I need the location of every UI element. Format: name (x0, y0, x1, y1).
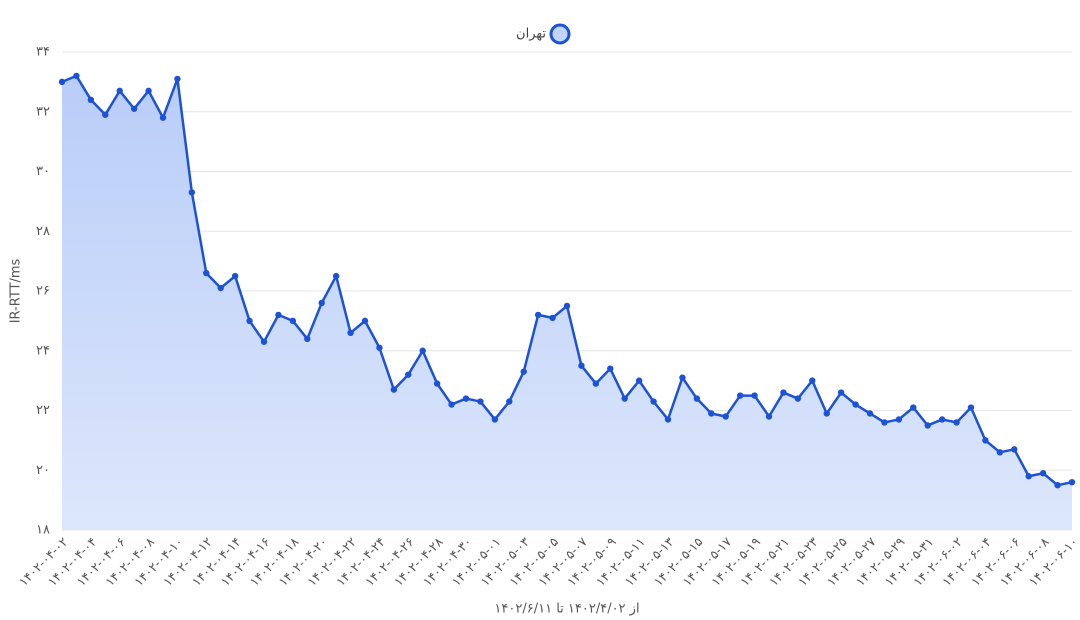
point (491, 416, 499, 423)
point (289, 317, 297, 325)
point (693, 395, 701, 402)
point (520, 368, 527, 375)
area (62, 75, 1072, 531)
point (895, 416, 903, 423)
y-tick-label: ۲۲ (36, 403, 50, 418)
point (996, 449, 1004, 456)
point (203, 269, 210, 277)
point (563, 302, 571, 310)
point (621, 395, 628, 402)
point (794, 395, 802, 402)
point (361, 317, 369, 325)
point (332, 272, 340, 280)
y-tick-label: ۳۴ (36, 45, 50, 60)
point (967, 404, 975, 411)
point (1039, 470, 1047, 477)
point (736, 392, 744, 399)
point (390, 386, 398, 393)
point (58, 78, 66, 86)
point (1068, 479, 1076, 486)
point (607, 365, 614, 372)
point (159, 114, 167, 121)
y-axis-label: IR-RTT/ms (9, 258, 24, 323)
point (462, 395, 470, 402)
point (953, 419, 960, 426)
point (1054, 481, 1061, 489)
point (708, 410, 715, 417)
point (635, 377, 643, 384)
point (910, 404, 917, 411)
point (1025, 473, 1032, 480)
point (924, 422, 931, 429)
y-tick-label: ۱۸ (36, 523, 50, 538)
point (145, 87, 152, 95)
point (102, 111, 109, 118)
point (275, 311, 282, 319)
point (751, 392, 758, 399)
point (549, 314, 556, 322)
point (664, 416, 672, 423)
point (852, 401, 859, 408)
point (679, 374, 686, 381)
point (376, 344, 383, 351)
point (246, 317, 253, 325)
point (837, 389, 845, 396)
y-tick-label: ۲۴ (36, 343, 50, 358)
point (116, 87, 123, 95)
point (722, 413, 729, 420)
point (866, 410, 874, 417)
point (982, 437, 989, 444)
y-tick-label: ۲۸ (36, 224, 50, 239)
point (534, 311, 542, 319)
y-tick-label: ۳۲ (36, 104, 50, 119)
y-tick-label: ۳۰ (36, 164, 50, 179)
point (938, 416, 946, 423)
y-tick-label: ۲۶ (36, 284, 50, 299)
point (765, 413, 773, 420)
point (448, 401, 455, 408)
point (780, 389, 787, 396)
point (506, 398, 513, 405)
point (130, 105, 138, 112)
point (823, 410, 830, 417)
point (650, 398, 657, 405)
point (881, 419, 888, 426)
point (188, 189, 196, 196)
y-tick-label: ۲۰ (36, 463, 50, 478)
point (304, 335, 311, 342)
point (174, 75, 181, 83)
point (87, 96, 95, 104)
legend-marker (549, 23, 571, 45)
point (405, 371, 412, 378)
point (318, 299, 325, 307)
x-axis-label: از ۱۴۰۲/۴/۰۲ تا ۱۴۰۲/۶/۱۱ (494, 602, 639, 617)
legend-label: تهران (516, 27, 546, 42)
point (260, 338, 268, 345)
point (578, 362, 585, 369)
point (419, 347, 426, 354)
point (433, 380, 441, 387)
point (809, 377, 816, 384)
point (592, 380, 600, 387)
point (477, 398, 484, 405)
point (1011, 446, 1018, 453)
point (347, 329, 354, 337)
point (73, 72, 80, 80)
point (231, 272, 239, 280)
point (217, 284, 224, 292)
